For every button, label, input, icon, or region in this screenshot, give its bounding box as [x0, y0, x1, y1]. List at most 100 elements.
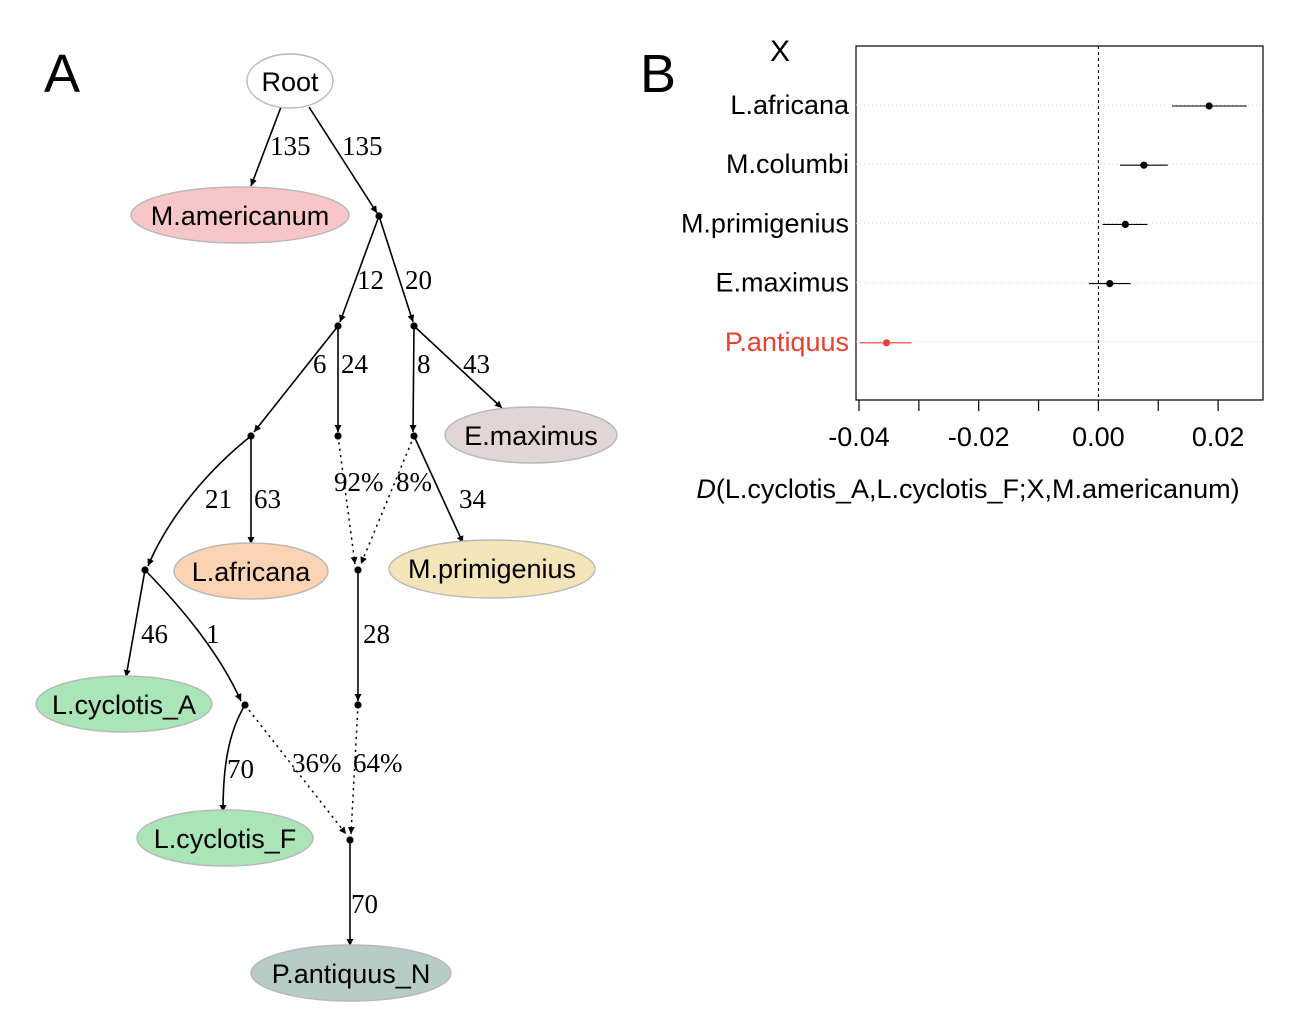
node-n4 — [247, 432, 255, 440]
edge-label-n1-n2: 12 — [357, 265, 384, 295]
node-n5 — [334, 432, 342, 440]
label-l-cyclotis-f: L.cyclotis_F — [154, 824, 297, 854]
panel-b: B X -0.04 -0.02 0.00 0.02 L.africana M.c… — [640, 35, 1264, 504]
admixture-weight-labels: 92% 8% 36% 64% — [292, 467, 432, 778]
category-label: P.antiquus — [725, 327, 849, 357]
edge-label-n2-n4: 6 — [313, 349, 327, 379]
x-axis-label-d: D — [696, 474, 716, 504]
edge-n3-emaximus — [413, 325, 503, 409]
label-m-primigenius: M.primigenius — [408, 554, 576, 584]
label-m-americanum: M.americanum — [151, 201, 330, 231]
edge-label-n3-emaximus: 43 — [463, 349, 490, 379]
graph-edges — [123, 106, 503, 946]
x-axis-tick-labels: -0.04 -0.02 0.00 0.02 — [828, 422, 1244, 452]
edge-label-root-n1: 135 — [342, 131, 383, 161]
edge-length-labels: 135 135 12 20 6 24 8 43 21 63 34 28 46 1… — [141, 131, 490, 919]
label-l-cyclotis-a: L.cyclotis_A — [52, 690, 196, 720]
node-e-maximus — [444, 406, 618, 464]
node-m-americanum — [130, 186, 350, 244]
edge-label-n4-lafricana: 63 — [254, 484, 281, 514]
node-n10 — [241, 701, 249, 709]
edge-label-n2-n5: 24 — [341, 349, 369, 379]
x-tick-label: -0.04 — [828, 422, 890, 452]
node-m-primigenius — [388, 539, 596, 599]
category-labels: L.africana M.columbi M.primigenius E.max… — [681, 90, 850, 357]
edge-n3-n6 — [409, 325, 417, 433]
edge-label-n10-lcyclotisf: 70 — [227, 754, 254, 784]
node-l-cyclotis-f — [136, 809, 314, 867]
label-root: Root — [261, 67, 319, 97]
edge-n5-n8 — [337, 435, 358, 565]
admixture-label-n10: 36% — [292, 748, 342, 778]
x-tick-label: -0.02 — [948, 422, 1010, 452]
x-tick-label: 0.00 — [1072, 422, 1125, 452]
x-column-header: X — [770, 35, 790, 68]
node-n7 — [141, 566, 149, 574]
row-guides — [856, 104, 1263, 343]
edge-n10-lcyclotisf — [219, 704, 246, 813]
edge-label-n7-lcyclotisa: 46 — [141, 619, 168, 649]
node-l-africana — [173, 542, 329, 600]
d-point — [1205, 102, 1213, 110]
edge-root-n1 — [308, 106, 378, 214]
edge-label-n6-mprimigenius: 34 — [459, 484, 487, 514]
admixture-label-n9: 64% — [353, 748, 403, 778]
admixture-label-n5: 92% — [334, 467, 384, 497]
d-point — [1121, 220, 1129, 228]
internal-nodes — [141, 212, 418, 844]
edge-n2-n4 — [253, 325, 339, 433]
edge-root-mamericanum — [250, 106, 282, 187]
panel-a: A — [35, 44, 618, 1002]
edge-n7-lcyclotisa — [123, 569, 146, 678]
category-label: M.columbi — [726, 149, 849, 179]
edge-n1-n2 — [339, 215, 380, 323]
edge-label-n4-n7: 21 — [205, 484, 232, 514]
node-root — [246, 53, 334, 109]
d-point — [1140, 161, 1148, 169]
label-p-antiquus-n: P.antiquus_N — [272, 959, 431, 989]
d-statistic-points — [882, 102, 1213, 347]
x-axis-label: D(L.cyclotis_A,L.cyclotis_F;X,M.american… — [696, 474, 1239, 504]
d-point — [1106, 280, 1114, 288]
panel-a-letter: A — [44, 44, 80, 104]
edge-n9-n11 — [347, 704, 359, 835]
edge-n10-n11 — [244, 704, 347, 835]
admixture-edges — [244, 435, 415, 835]
panel-b-letter: B — [640, 44, 676, 104]
edge-n4-n7 — [147, 435, 252, 567]
admixture-label-n6: 8% — [396, 467, 432, 497]
edge-n1-n3 — [378, 215, 415, 323]
edge-n6-mprimigenius — [413, 435, 464, 544]
category-label: L.africana — [730, 90, 850, 120]
confidence-intervals — [859, 105, 1247, 344]
edge-label-n7-n10: 1 — [206, 619, 220, 649]
node-n2 — [334, 322, 342, 330]
x-axis-ticks — [858, 400, 1219, 411]
edge-label-n1-n3: 20 — [405, 265, 432, 295]
label-e-maximus: E.maximus — [464, 421, 598, 451]
label-l-africana: L.africana — [192, 557, 312, 587]
node-p-antiquus-n — [250, 944, 452, 1002]
category-label: E.maximus — [715, 268, 849, 298]
node-n9 — [354, 701, 362, 709]
graph-leaves — [35, 53, 618, 1002]
node-n1 — [375, 212, 383, 220]
node-n3 — [410, 322, 418, 330]
edge-n6-n8 — [360, 435, 415, 565]
edge-label-n3-n6: 8 — [417, 349, 431, 379]
plot-frame — [855, 45, 1264, 401]
edge-label-n11-pantiquus: 70 — [351, 889, 378, 919]
edge-n7-n10 — [144, 569, 242, 702]
node-n8 — [354, 566, 362, 574]
category-label: M.primigenius — [681, 208, 849, 238]
node-n6 — [410, 432, 418, 440]
graph-leaf-labels: Root M.americanum E.maximus L.africana M… — [52, 67, 598, 989]
x-axis-label-rest: (L.cyclotis_A,L.cyclotis_F;X,M.americanu… — [716, 474, 1240, 504]
edge-label-root-mamericanum: 135 — [270, 131, 311, 161]
node-n11 — [346, 836, 354, 844]
x-tick-label: 0.02 — [1192, 422, 1245, 452]
d-point — [882, 339, 891, 347]
edge-label-n8-n9: 28 — [363, 619, 390, 649]
